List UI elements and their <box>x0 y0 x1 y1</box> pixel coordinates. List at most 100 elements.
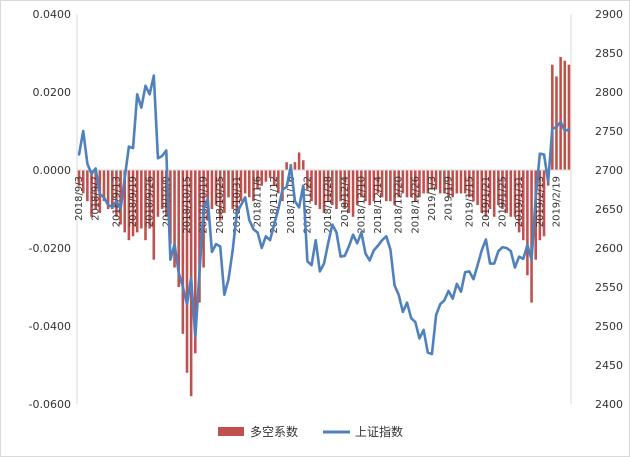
bar <box>140 170 143 229</box>
bar <box>81 170 85 194</box>
bar <box>194 170 197 354</box>
bar <box>376 170 380 194</box>
right-tick-label: 2750 <box>595 125 623 138</box>
x-tick-label: 2018/9/3 <box>74 176 85 221</box>
right-tick-label: 2850 <box>595 47 623 60</box>
bar <box>414 170 417 202</box>
bar <box>77 170 81 186</box>
bar <box>239 170 243 202</box>
bar <box>173 170 176 268</box>
bar <box>418 170 421 198</box>
bar <box>94 170 97 209</box>
bar <box>164 170 168 217</box>
bar <box>227 170 230 198</box>
bar <box>380 170 384 198</box>
bar <box>434 170 438 190</box>
left-tick-label: 0.0200 <box>33 86 72 99</box>
bar <box>468 170 471 198</box>
bar <box>331 170 334 206</box>
bar <box>115 170 118 217</box>
x-tick-label: 2018/11/16 <box>286 176 297 234</box>
bar <box>281 170 284 202</box>
right-tick-label: 2900 <box>595 8 623 21</box>
bar <box>555 76 558 170</box>
x-tick-label: 2019/1/3 <box>427 176 438 221</box>
bar <box>488 170 492 209</box>
bar <box>422 170 425 194</box>
bar <box>243 170 247 194</box>
x-tick-label: 2018/11/6 <box>253 176 264 227</box>
x-tick-label: 2018/12/26 <box>410 176 421 234</box>
bar <box>111 170 114 209</box>
bar <box>505 170 508 213</box>
bar <box>293 162 297 170</box>
bar <box>551 64 554 170</box>
right-tick-label: 2550 <box>595 281 623 294</box>
x-tick-label: 2019/1/9 <box>444 176 455 221</box>
bar <box>272 170 276 186</box>
bar <box>501 170 504 209</box>
bar <box>264 170 268 182</box>
bar <box>301 160 305 170</box>
bar <box>131 170 135 237</box>
bar <box>426 170 430 194</box>
bar <box>463 170 467 194</box>
x-tick-label: 2018/10/31 <box>232 176 243 234</box>
bar <box>355 170 359 206</box>
bar <box>214 170 218 206</box>
bar <box>181 170 185 334</box>
right-tick-label: 2700 <box>595 164 623 177</box>
bar <box>177 170 180 287</box>
x-tick-label: 2018/12/14 <box>373 176 384 234</box>
x-tick-label: 2018/10/9 <box>161 176 172 227</box>
left-tick-label: 0.0400 <box>33 8 72 21</box>
bar <box>210 170 214 209</box>
x-tick-label: 2018/11/12 <box>269 176 280 234</box>
bar <box>347 170 351 213</box>
bar <box>409 170 413 198</box>
bar <box>530 170 533 303</box>
x-tick-label: 2018/9/7 <box>91 176 102 221</box>
bar <box>360 170 363 198</box>
x-tick-label: 2019/2/19 <box>551 176 562 227</box>
right-tick-label: 2600 <box>595 242 623 255</box>
bar <box>318 170 322 209</box>
bar <box>455 170 459 194</box>
bar <box>389 170 392 202</box>
bar <box>285 162 288 170</box>
index-line <box>77 74 571 356</box>
left-tick-label: -0.0600 <box>29 398 71 411</box>
bar <box>443 170 446 194</box>
bar <box>430 170 434 190</box>
x-tick-label: 2019/1/31 <box>514 176 525 227</box>
bar <box>135 170 139 233</box>
bar <box>277 170 280 194</box>
bar <box>297 152 301 170</box>
bar <box>517 170 521 233</box>
bar <box>169 170 172 245</box>
bar <box>372 170 376 202</box>
legend-label-bars: 多空系数 <box>250 424 298 439</box>
legend-label-line: 上证指数 <box>355 424 403 439</box>
right-tick-label: 2650 <box>595 203 623 216</box>
bar <box>351 170 355 217</box>
bar <box>152 170 156 260</box>
bar <box>497 170 500 206</box>
legend-swatch-bars <box>218 427 244 436</box>
bar <box>397 170 401 198</box>
x-tick-label: 2019/2/13 <box>535 176 546 227</box>
bar <box>160 170 164 209</box>
bar <box>106 170 110 209</box>
bar <box>343 170 347 209</box>
bar <box>492 170 496 217</box>
right-tick-label: 2500 <box>595 320 623 333</box>
bar <box>218 170 222 221</box>
bar <box>451 170 454 198</box>
bar <box>256 170 259 190</box>
bar <box>231 170 234 209</box>
axes-layer: 0.0400 0.0200 0.0000 -0.0200 -0.0400 -0.0600 2… <box>29 8 623 411</box>
bar <box>538 170 542 241</box>
bar <box>368 170 371 206</box>
left-tick-label: 0.0000 <box>33 164 72 177</box>
